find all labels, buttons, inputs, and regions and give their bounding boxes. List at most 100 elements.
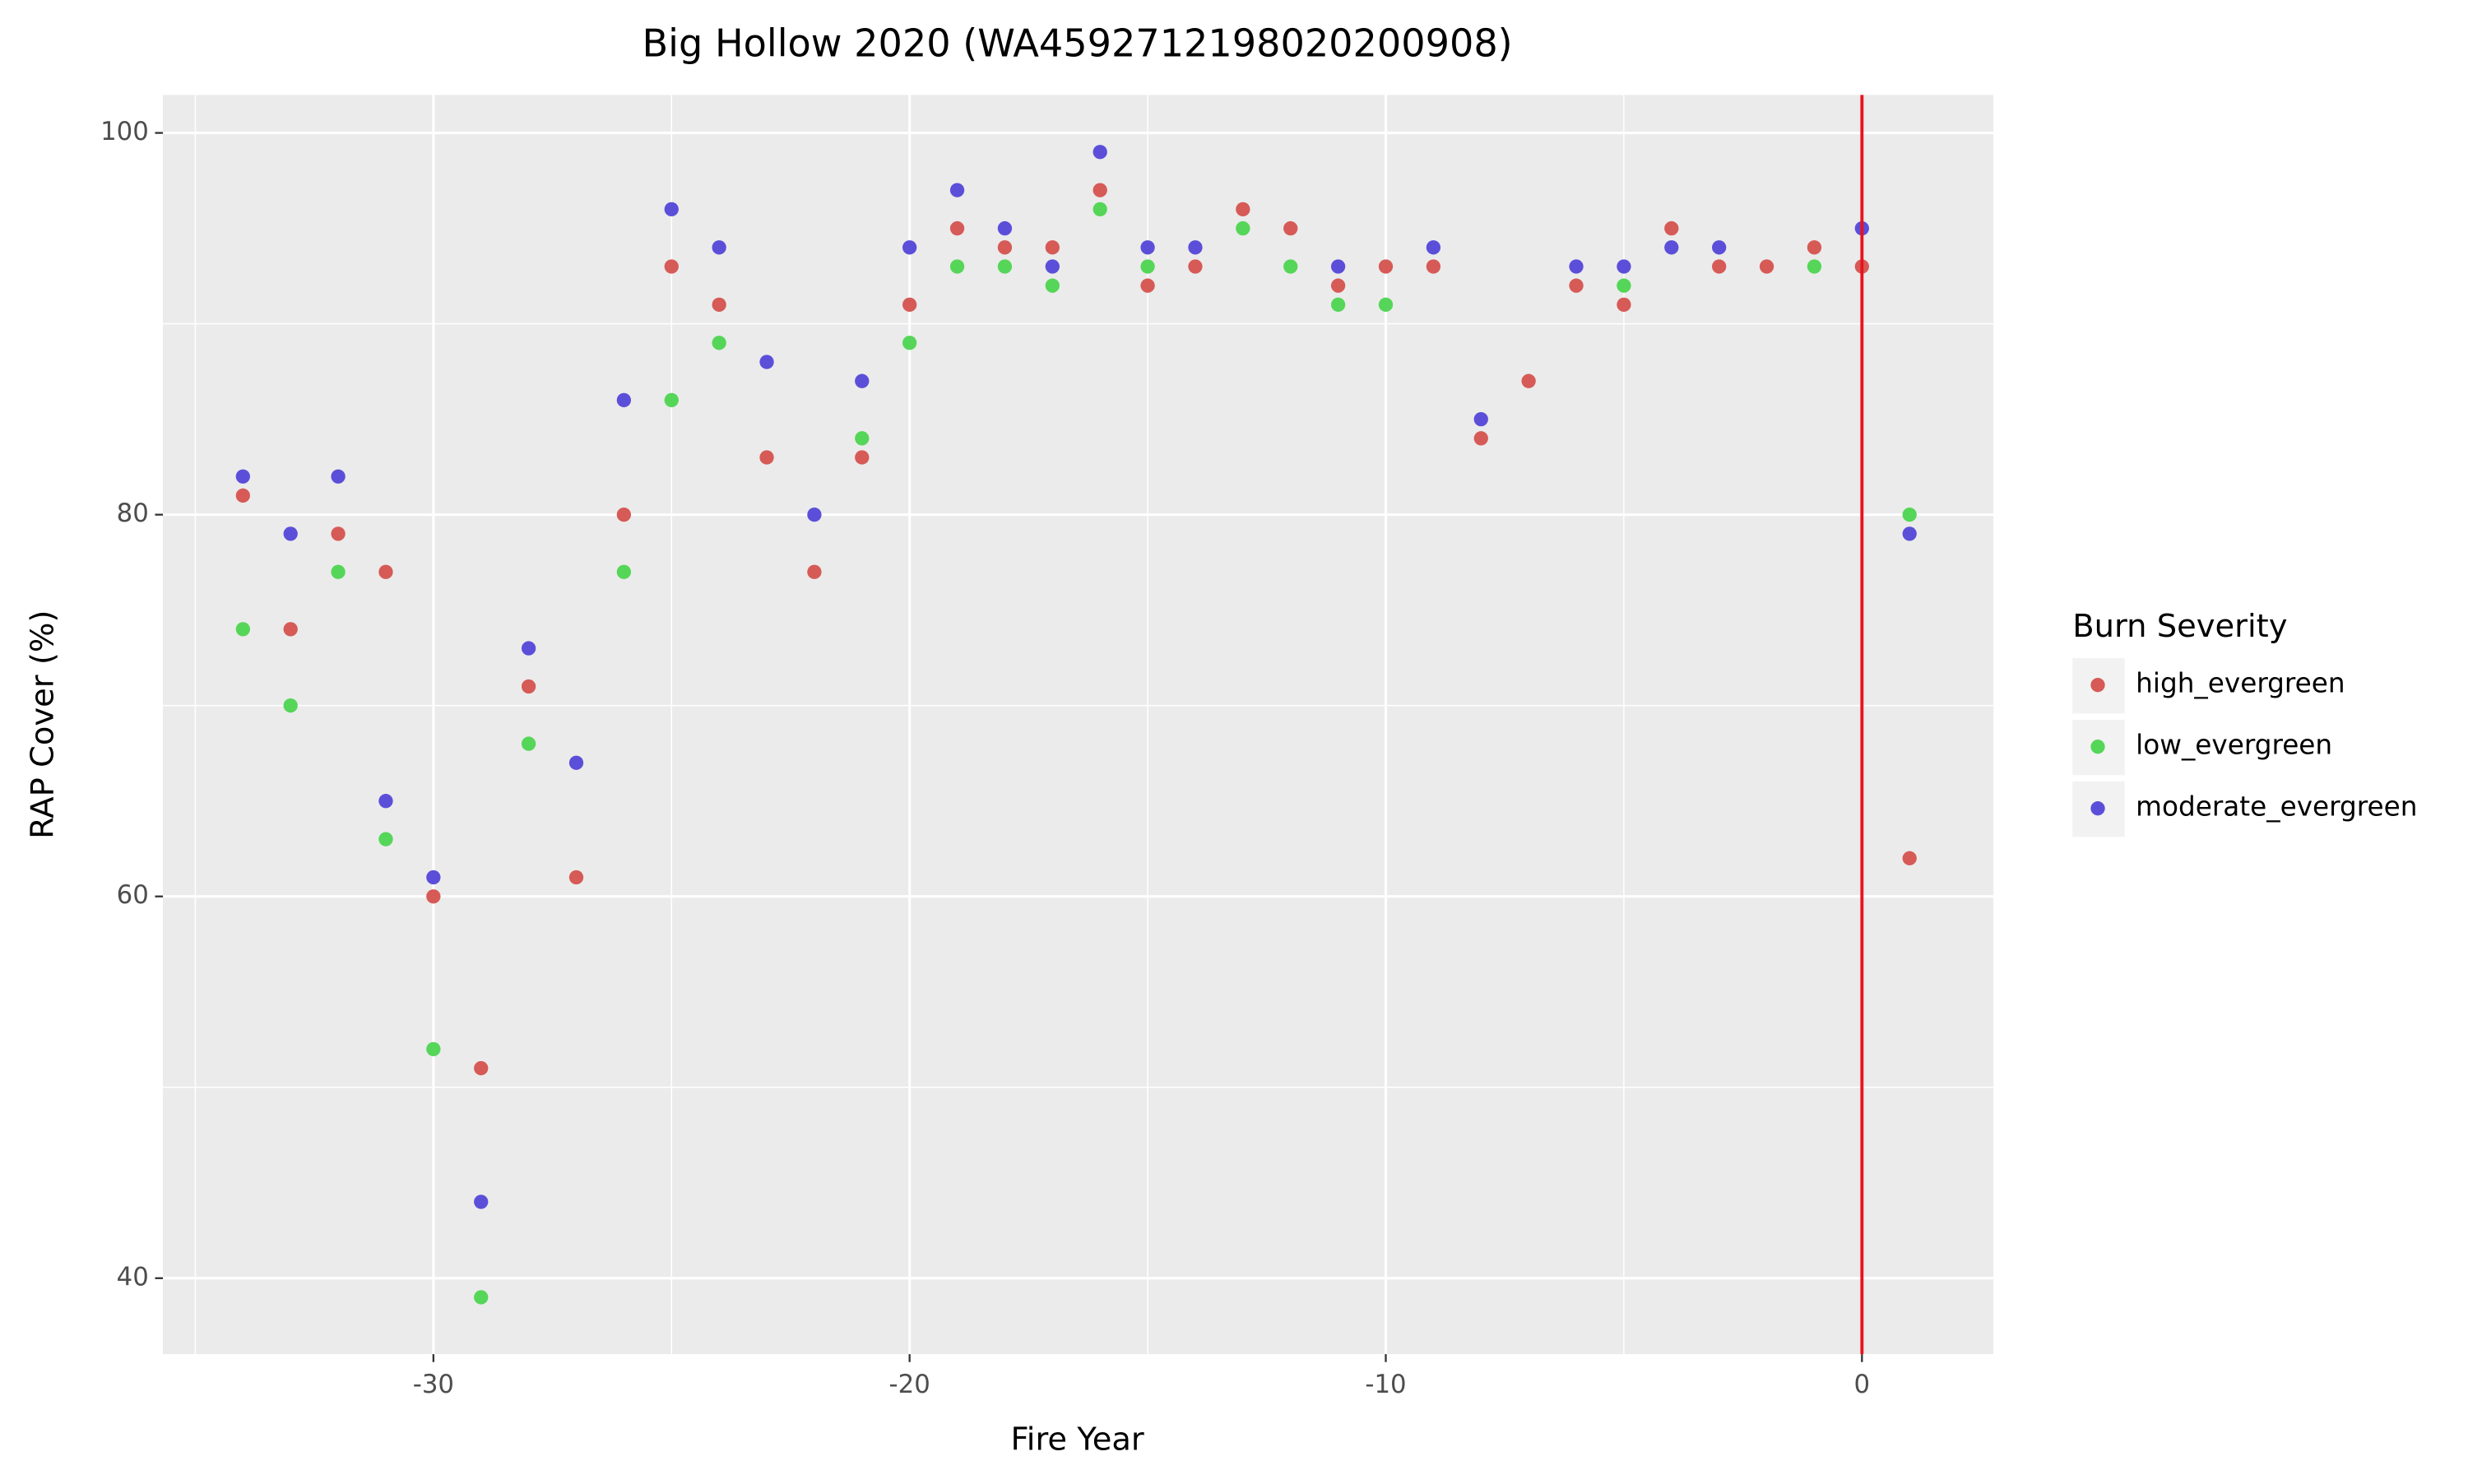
point	[1521, 373, 1536, 388]
point	[521, 641, 536, 656]
point	[1093, 145, 1107, 160]
point	[1330, 278, 1346, 293]
point	[759, 450, 774, 465]
point	[664, 392, 679, 408]
x-tick-label: -20	[889, 1370, 930, 1399]
x-tick-label: -10	[1365, 1370, 1406, 1399]
x-axis-label: Fire Year	[1010, 1421, 1144, 1458]
legend-marker	[2090, 678, 2105, 693]
point	[331, 526, 346, 541]
point	[1902, 507, 1917, 522]
point	[902, 336, 917, 350]
point	[949, 183, 965, 197]
point	[902, 240, 917, 255]
legend-title: Burn Severity	[2072, 608, 2287, 645]
point	[1473, 431, 1488, 446]
point	[1712, 259, 1727, 274]
point	[1140, 259, 1155, 274]
legend-label: high_evergreen	[2136, 668, 2345, 699]
point	[1236, 220, 1250, 236]
point	[235, 469, 250, 484]
y-tick-label: 100	[100, 117, 149, 146]
point	[1140, 240, 1155, 255]
point	[1045, 259, 1060, 274]
point	[1617, 297, 1631, 313]
point	[1664, 240, 1679, 255]
y-tick-label: 60	[117, 880, 149, 910]
point	[759, 355, 774, 369]
point	[521, 679, 536, 694]
x-tick-label: 0	[1854, 1370, 1871, 1399]
point	[807, 564, 822, 579]
point	[1426, 240, 1441, 255]
legend-label: low_evergreen	[2136, 730, 2332, 761]
point	[997, 240, 1013, 255]
point	[1807, 240, 1822, 255]
point	[855, 450, 870, 465]
point	[1712, 240, 1727, 255]
point	[1188, 259, 1203, 274]
point	[474, 1060, 489, 1076]
point	[664, 202, 679, 217]
y-tick-label: 40	[117, 1262, 149, 1292]
point	[1426, 259, 1441, 274]
point	[949, 259, 965, 274]
point	[1473, 411, 1488, 427]
point	[331, 469, 346, 484]
point	[712, 240, 726, 255]
point	[474, 1194, 489, 1209]
point	[521, 736, 536, 751]
point	[568, 870, 584, 885]
point	[712, 336, 726, 350]
point	[1664, 220, 1679, 236]
legend-marker	[2090, 801, 2105, 816]
legend-label: moderate_evergreen	[2136, 791, 2417, 823]
point	[855, 373, 870, 388]
point	[1902, 851, 1917, 865]
point	[568, 755, 584, 770]
point	[283, 622, 298, 637]
point	[1283, 259, 1298, 274]
point	[474, 1290, 489, 1305]
point	[1045, 278, 1060, 293]
point	[1378, 297, 1394, 313]
plot-panel	[163, 95, 1994, 1355]
point	[235, 488, 250, 503]
point	[1759, 259, 1774, 274]
point	[807, 507, 822, 522]
point	[1569, 278, 1584, 293]
point	[616, 564, 632, 579]
point	[426, 870, 441, 885]
y-axis-label: RAP Cover (%)	[24, 610, 61, 839]
point	[616, 507, 632, 522]
point	[1188, 240, 1203, 255]
point	[1378, 259, 1394, 274]
point	[378, 794, 393, 809]
point	[1330, 259, 1346, 274]
point	[426, 889, 441, 904]
point	[949, 220, 965, 236]
y-tick-label: 80	[117, 499, 149, 528]
point	[283, 526, 298, 541]
point	[664, 259, 679, 274]
point	[616, 392, 632, 408]
point	[997, 259, 1013, 274]
chart-title: Big Hollow 2020 (WA4592712198020200908)	[643, 21, 1513, 65]
x-tick-label: -30	[413, 1370, 454, 1399]
point	[712, 297, 726, 313]
point	[378, 564, 393, 579]
point	[1617, 259, 1631, 274]
point	[426, 1041, 441, 1057]
point	[1093, 183, 1107, 197]
point	[1902, 526, 1917, 541]
point	[1093, 202, 1107, 217]
point	[1236, 202, 1250, 217]
point	[902, 297, 917, 313]
point	[378, 832, 393, 846]
legend-marker	[2090, 740, 2105, 754]
point	[855, 431, 870, 446]
point	[283, 698, 298, 713]
point	[1140, 278, 1155, 293]
point	[1807, 259, 1822, 274]
